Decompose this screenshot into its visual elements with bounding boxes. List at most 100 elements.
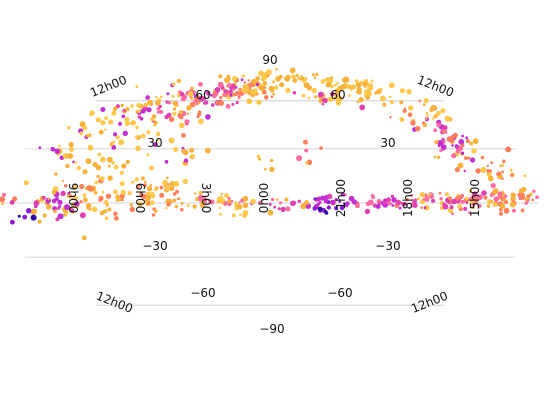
data-point-20-2 [98,129,104,135]
data-point-7-22 [119,170,124,175]
data-point-2-30 [391,197,397,203]
data-point-17-34 [108,119,114,125]
data-point-5-20 [227,197,231,200]
data-point-26-0 [17,214,21,218]
data-point-6-3 [105,193,112,199]
data-point-18-14 [125,159,130,164]
data-point-12-35 [358,97,364,103]
data-point-15-64 [198,95,205,102]
data-point-18-13 [134,135,138,139]
data-point-18-1 [96,174,100,179]
data-point-6-51 [154,187,158,192]
data-point-13-21 [335,100,342,106]
data-point-1-25 [469,196,474,201]
data-point-0-25 [499,203,506,209]
data-point-6-9 [172,192,177,196]
data-point-15-40 [211,103,215,106]
lon-tick-label-12h00-bottom-right: 12h00 [409,289,450,316]
data-point-16-7 [130,120,137,126]
data-point-13-11 [335,91,340,96]
data-point-22-3 [319,146,323,150]
data-point-20-6 [85,158,92,165]
data-point-18-16 [97,152,102,157]
data-point-21-0 [171,82,176,86]
data-point-15-60 [218,100,225,106]
data-point-16-37 [187,91,194,97]
data-point-0-12 [498,211,504,216]
data-point-1-57 [473,197,479,203]
data-point-9-1 [501,163,505,167]
data-point-18-0 [135,145,141,152]
data-point-14-23 [238,87,242,91]
data-point-18-12 [95,164,102,171]
data-point-8-4 [79,212,86,219]
data-point-9-11 [471,148,477,154]
data-point-16-34 [198,118,204,125]
data-point-15-55 [212,90,216,94]
data-point-8-26 [47,197,50,201]
data-point-5-4 [198,190,203,195]
lon-tick-label-0h00: 0h00 [257,183,271,214]
data-point-21-31 [251,78,257,85]
data-point-18-21 [115,135,120,140]
data-point-8-3 [57,199,63,205]
data-point-2-35 [367,199,374,206]
data-point-15-14 [168,116,175,123]
data-point-9-14 [487,175,494,182]
data-point-5-1 [218,206,221,210]
data-point-4-17 [279,201,283,205]
data-point-0-53 [493,196,499,202]
data-point-12-15 [350,84,357,90]
data-point-2-26 [345,203,349,208]
data-point-1-53 [431,198,436,203]
data-point-7-49 [107,175,113,181]
data-point-2-38 [429,194,434,199]
data-point-7-1 [149,184,152,187]
data-point-11-5 [436,111,441,116]
data-point-6-39 [175,189,180,194]
data-point-24-6 [242,210,249,217]
data-point-13-24 [321,102,325,106]
data-point-7-12 [113,189,118,195]
data-point-18-7 [112,140,116,144]
data-point-14-32 [262,81,268,86]
data-point-6-4 [151,213,156,217]
data-point-17-1 [135,125,139,130]
data-point-5-29 [198,198,202,202]
data-point-21-28 [261,75,267,81]
data-point-6-35 [150,200,155,205]
data-point-15-44 [210,94,213,97]
data-point-6-53 [169,186,175,192]
data-point-0-45 [521,187,527,193]
data-point-6-40 [162,179,168,186]
data-point-17-10 [104,116,108,120]
data-point-17-22 [125,107,130,112]
data-point-16-3 [156,110,160,114]
data-point-16-32 [159,109,164,114]
lat-tick-label-90: 90 [262,53,277,67]
data-point-10-44 [436,122,441,128]
data-point-19-12 [181,149,186,154]
data-point-1-51 [438,191,442,195]
data-point-1-3 [492,202,498,207]
data-point-21-15 [242,74,246,78]
data-point-17-5 [130,104,134,108]
data-point-10-42 [441,129,446,134]
data-point-20-19 [62,153,69,159]
data-point-8-23 [67,191,71,195]
data-point-1-52 [442,202,446,206]
data-point-1-21 [451,212,454,216]
data-point-19-11 [152,142,158,148]
data-point-1-54 [487,199,492,204]
data-point-17-18 [151,114,157,119]
data-point-16-21 [172,107,177,111]
data-point-8-20 [69,208,75,214]
data-point-2-0 [376,198,382,204]
data-point-21-34 [275,76,281,82]
data-point-0-59 [524,198,528,202]
data-point-5-15 [202,196,207,201]
data-point-11-23 [433,114,438,119]
data-point-18-20 [76,165,82,171]
data-point-4-10 [300,203,307,210]
